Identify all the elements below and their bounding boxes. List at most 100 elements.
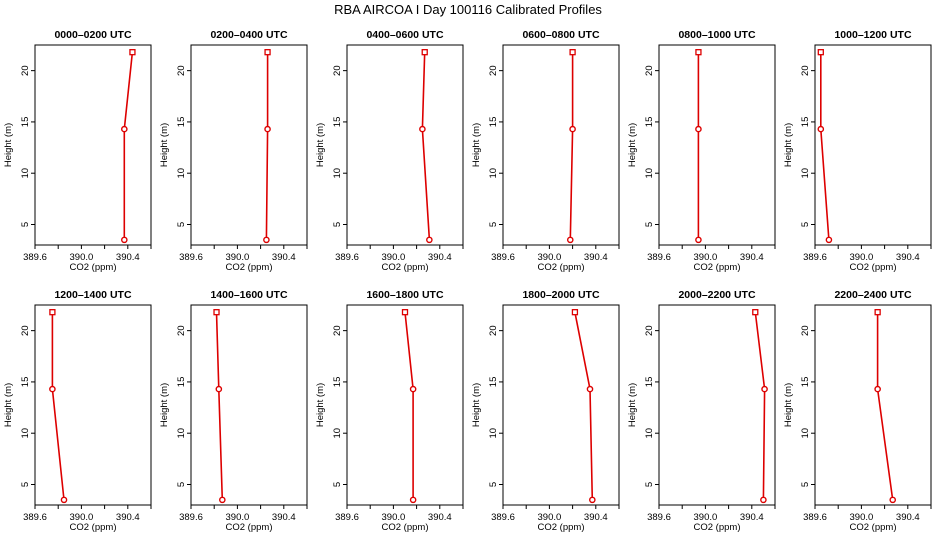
data-point: [121, 236, 128, 244]
data-point: [761, 385, 768, 393]
plot-frame: [190, 44, 308, 246]
data-point: [419, 125, 426, 133]
y-tick-label: 5: [488, 482, 499, 487]
y-tick-label: 20: [20, 65, 31, 76]
y-tick-label: 10: [644, 168, 655, 179]
y-tick-label: 5: [488, 222, 499, 227]
data-point-top: [49, 309, 56, 316]
y-tick-label: 20: [20, 325, 31, 336]
profile-line: [574, 312, 594, 500]
y-axis-label: Height (m): [471, 383, 482, 427]
x-tick-label: 389.6: [23, 512, 47, 523]
y-tick-label: 10: [800, 428, 811, 439]
profile-line: [819, 52, 830, 240]
x-tick-label: 390.4: [116, 512, 140, 523]
x-tick-label: 390.4: [584, 512, 608, 523]
y-tick-label: 20: [800, 325, 811, 336]
x-tick-label: 389.6: [335, 252, 359, 263]
x-tick-label: 389.6: [803, 512, 827, 523]
y-tick-label: 15: [800, 377, 811, 388]
x-tick-label: 390.0: [694, 252, 718, 263]
profile-line: [265, 52, 269, 240]
y-tick-label: 5: [332, 222, 343, 227]
y-axis-label: Height (m): [471, 123, 482, 167]
plot-frame: [346, 304, 464, 506]
panel-title: 0600–0800 UTC: [522, 29, 599, 41]
data-point-top: [817, 49, 824, 56]
x-tick-label: 390.4: [428, 512, 452, 523]
y-tick-label: 10: [800, 168, 811, 179]
plot-frame: [502, 304, 620, 506]
y-axis-label: Height (m): [783, 383, 794, 427]
data-point: [874, 385, 881, 393]
y-tick-label: 10: [20, 168, 31, 179]
data-point-top: [569, 49, 576, 56]
data-point-top: [421, 49, 428, 56]
y-tick-label: 5: [800, 482, 811, 487]
y-tick-label: 5: [20, 482, 31, 487]
x-axis-label: CO2 (ppm): [226, 522, 273, 533]
plot-frame: [658, 304, 776, 506]
data-point-top: [213, 309, 220, 316]
y-tick-label: 15: [20, 117, 31, 128]
y-tick-label: 15: [332, 117, 343, 128]
x-tick-label: 390.4: [896, 512, 920, 523]
x-axis-label: CO2 (ppm): [694, 262, 741, 273]
plot-frame: [190, 304, 308, 506]
plot-frame: [658, 44, 776, 246]
x-tick-label: 389.6: [491, 252, 515, 263]
panel-title: 0400–0600 UTC: [366, 29, 443, 41]
y-axis-label: Height (m): [315, 383, 326, 427]
x-tick-label: 389.6: [647, 512, 671, 523]
panel-title: 1800–2000 UTC: [522, 289, 599, 301]
y-axis-label: Height (m): [159, 383, 170, 427]
y-axis-label: Height (m): [783, 123, 794, 167]
y-tick-label: 20: [176, 325, 187, 336]
y-tick-label: 15: [176, 377, 187, 388]
panel-title: 2000–2200 UTC: [678, 289, 755, 301]
x-tick-label: 389.6: [179, 252, 203, 263]
x-tick-label: 390.4: [116, 252, 140, 263]
y-axis-label: Height (m): [159, 123, 170, 167]
y-axis-label: Height (m): [315, 123, 326, 167]
y-tick-label: 15: [644, 377, 655, 388]
data-point: [426, 236, 433, 244]
data-point-top: [401, 309, 409, 316]
y-tick-label: 20: [644, 65, 655, 76]
y-tick-label: 5: [176, 222, 187, 227]
y-tick-label: 15: [332, 377, 343, 388]
x-tick-label: 390.4: [740, 252, 764, 263]
y-tick-label: 20: [176, 65, 187, 76]
data-point: [589, 496, 596, 504]
x-tick-label: 390.0: [538, 512, 562, 523]
x-tick-label: 390.4: [272, 512, 296, 523]
y-tick-label: 15: [176, 117, 187, 128]
y-tick-label: 5: [644, 482, 655, 487]
data-point: [264, 125, 271, 133]
y-tick-label: 15: [644, 117, 655, 128]
x-axis-label: CO2 (ppm): [850, 262, 897, 273]
y-tick-label: 20: [800, 65, 811, 76]
x-axis-label: CO2 (ppm): [382, 262, 429, 273]
plot-frame: [502, 44, 620, 246]
x-tick-label: 390.0: [226, 252, 250, 263]
data-point: [889, 496, 897, 504]
y-tick-label: 5: [332, 482, 343, 487]
y-tick-label: 5: [644, 222, 655, 227]
profile-line: [404, 312, 414, 500]
data-point: [566, 236, 574, 244]
data-point: [695, 236, 702, 244]
y-tick-label: 15: [20, 377, 31, 388]
data-point-top: [264, 49, 271, 56]
y-tick-label: 10: [176, 168, 187, 179]
x-tick-label: 390.0: [70, 252, 94, 263]
